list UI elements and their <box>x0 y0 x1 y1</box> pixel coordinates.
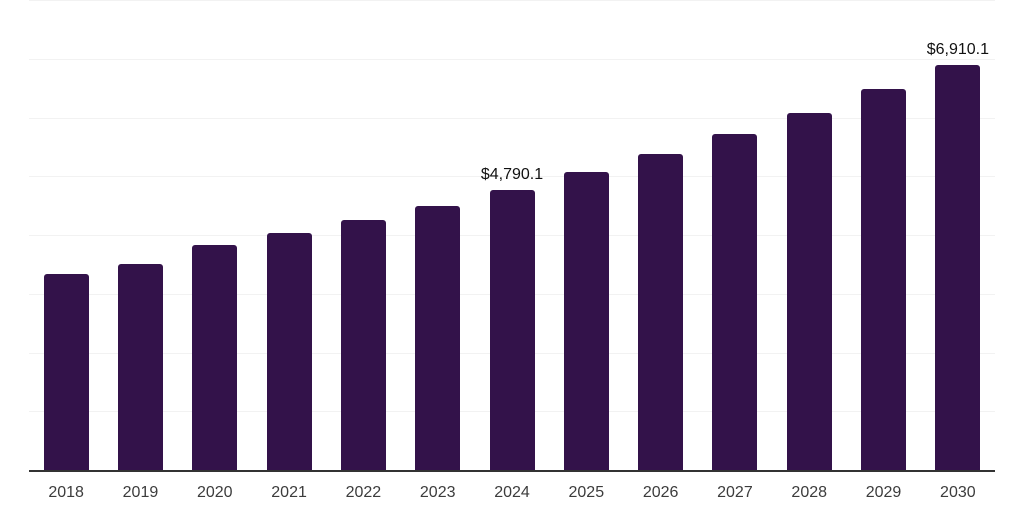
x-tick-2019: 2019 <box>122 484 159 501</box>
x-tick-2023: 2023 <box>419 484 456 501</box>
x-tick-2020: 2020 <box>196 484 233 501</box>
data-label-2024: $4,790.1 <box>480 165 544 183</box>
bar-2022 <box>340 220 386 471</box>
gridline-7000 <box>29 58 995 60</box>
gridline-6000 <box>29 117 995 119</box>
bar-2021 <box>266 233 312 471</box>
x-tick-2027: 2027 <box>717 484 753 501</box>
bar-2019 <box>117 264 163 471</box>
x-tick-2021: 2021 <box>271 484 307 501</box>
bar-2026 <box>638 154 684 471</box>
bar-2020 <box>192 245 238 471</box>
bar-2023 <box>415 206 461 471</box>
bar-2027 <box>712 134 758 471</box>
bar-2030 <box>935 65 981 471</box>
bar-2028 <box>786 112 832 471</box>
x-tick-2030: 2030 <box>940 484 976 501</box>
x-tick-2018: 2018 <box>48 484 84 501</box>
x-tick-2024: 2024 <box>494 484 530 501</box>
x-tick-2025: 2025 <box>568 484 605 501</box>
gridline-8000 <box>29 0 995 1</box>
x-tick-2028: 2028 <box>791 484 828 501</box>
bar-2024 <box>489 189 535 471</box>
data-label-2030: $6,910.1 <box>926 41 989 59</box>
bar-2029 <box>861 89 907 471</box>
bar-2018 <box>43 274 89 471</box>
gridline-5000 <box>29 176 995 178</box>
x-tick-2029: 2029 <box>865 484 902 501</box>
x-tick-2026: 2026 <box>642 484 679 501</box>
plot-area: $4,790.1 $6,910.1 <box>29 0 995 471</box>
bar-2025 <box>563 172 609 471</box>
x-axis-line <box>29 470 995 472</box>
x-tick-2022: 2022 <box>345 484 382 501</box>
